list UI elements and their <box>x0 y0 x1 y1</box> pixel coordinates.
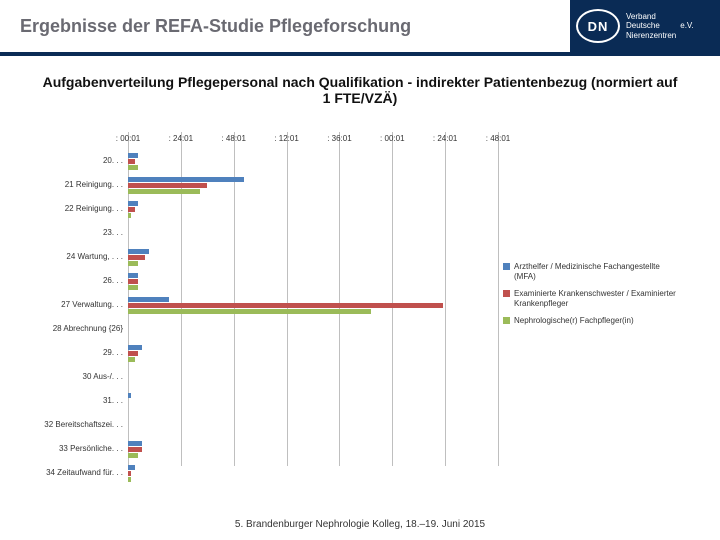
row-label: 33 Persönliche. . . <box>28 445 123 453</box>
bar-group <box>128 438 142 460</box>
row-label: 34 Zeitaufwand für. . . <box>28 469 123 477</box>
bar <box>128 309 371 314</box>
chart-row: 31. . . <box>128 390 498 412</box>
bar <box>128 159 135 164</box>
row-label: 24 Wartung, . . . <box>28 253 123 261</box>
bar <box>128 261 138 266</box>
bar <box>128 477 131 482</box>
legend-swatch <box>503 290 510 297</box>
chart-subtitle: Aufgabenverteilung Pflegepersonal nach Q… <box>40 74 680 106</box>
bar <box>128 273 138 278</box>
row-label: 28 Abrechnung {26} <box>28 325 123 333</box>
x-tick-label: : 48:01 <box>221 134 245 143</box>
row-label: 21 Reinigung. . . <box>28 181 123 189</box>
row-label: 30 Aus-/. . . <box>28 373 123 381</box>
chart-row: 21 Reinigung. . . <box>128 174 498 196</box>
legend-swatch <box>503 317 510 324</box>
bar <box>128 357 135 362</box>
chart-row: 29. . . <box>128 342 498 364</box>
chart-row: 20. . . <box>128 150 498 172</box>
bar <box>128 189 200 194</box>
x-tick-label: : 36:01 <box>327 134 351 143</box>
bar <box>128 183 207 188</box>
row-label: 31. . . <box>28 397 123 405</box>
x-tick-label: : 00:01 <box>380 134 404 143</box>
bar <box>128 447 142 452</box>
chart-row: 34 Zeitaufwand für. . . <box>128 462 498 484</box>
chart-row: 32 Bereitschaftszei. . . <box>128 414 498 436</box>
legend-label: Nephrologische(r) Fachpfleger(in) <box>514 316 634 326</box>
chart-row: 24 Wartung, . . . <box>128 246 498 268</box>
chart-row: 22 Reinigung. . . <box>128 198 498 220</box>
bar <box>128 165 138 170</box>
bar <box>128 441 142 446</box>
legend-label: Arzthelfer / Medizinische Fachangestellt… <box>514 262 678 281</box>
bar <box>128 345 142 350</box>
logo-text: Verband Deutsche Nierenzentren <box>626 12 676 41</box>
row-label: 20. . . <box>28 157 123 165</box>
x-tick-label: : 48:01 <box>486 134 510 143</box>
bar-group <box>128 198 138 220</box>
bar-group <box>128 174 244 196</box>
logo-line-3: Nierenzentren <box>626 31 676 41</box>
bar <box>128 207 135 212</box>
legend-item: Examinierte Krankenschwester / Examinier… <box>503 289 678 308</box>
legend: Arzthelfer / Medizinische Fachangestellt… <box>503 262 678 334</box>
bar <box>128 201 138 206</box>
logo: DN Verband Deutsche Nierenzentren e.V. <box>570 0 720 52</box>
chart: : 00:01 : 24:01 : 48:01 : 12:01 : 36:01 : 00:… <box>28 114 678 474</box>
chart-row: 30 Aus-/. . . <box>128 366 498 388</box>
bar-group <box>128 150 138 172</box>
bar-group <box>128 342 142 364</box>
chart-row: 27 Verwaltung. . . <box>128 294 498 316</box>
bar <box>128 453 138 458</box>
chart-row: 28 Abrechnung {26} <box>128 318 498 340</box>
bar <box>128 153 138 158</box>
row-label: 22 Reinigung. . . <box>28 205 123 213</box>
row-label: 29. . . <box>28 349 123 357</box>
legend-item: Arzthelfer / Medizinische Fachangestellt… <box>503 262 678 281</box>
header-rule <box>0 52 720 56</box>
bar <box>128 285 138 290</box>
row-label: 27 Verwaltung. . . <box>28 301 123 309</box>
bar <box>128 279 138 284</box>
chart-row: 26. . . <box>128 270 498 292</box>
bar <box>128 255 145 260</box>
chart-row: 23. . . <box>128 222 498 244</box>
bar-group <box>128 390 131 412</box>
chart-row: 33 Persönliche. . . <box>128 438 498 460</box>
bar <box>128 303 443 308</box>
bar <box>128 351 138 356</box>
bar <box>128 393 131 398</box>
bar <box>128 297 169 302</box>
page-title: Ergebnisse der REFA-Studie Pflegeforschu… <box>0 16 411 37</box>
x-tick-label: : 24:01 <box>433 134 457 143</box>
bar <box>128 177 244 182</box>
legend-label: Examinierte Krankenschwester / Examinier… <box>514 289 678 308</box>
logo-line-1: Verband <box>626 12 676 22</box>
footer: 5. Brandenburger Nephrologie Kolleg, 18.… <box>0 519 720 530</box>
row-label: 26. . . <box>28 277 123 285</box>
bar-group <box>128 294 443 316</box>
x-tick-label: : 12:01 <box>274 134 298 143</box>
bar <box>128 249 149 254</box>
grid-line <box>498 132 499 466</box>
bar <box>128 471 131 476</box>
logo-ev: e.V. <box>680 21 694 31</box>
bar-group <box>128 246 149 268</box>
logo-oval: DN <box>576 9 620 43</box>
bar-group <box>128 270 138 292</box>
x-tick-label: : 24:01 <box>169 134 193 143</box>
legend-item: Nephrologische(r) Fachpfleger(in) <box>503 316 678 326</box>
bar-group <box>128 462 135 484</box>
row-label: 23. . . <box>28 229 123 237</box>
x-tick-label: : 00:01 <box>116 134 140 143</box>
logo-line-2: Deutsche <box>626 21 676 31</box>
header: Ergebnisse der REFA-Studie Pflegeforschu… <box>0 0 720 52</box>
plot-area: : 00:01: 24:01: 48:01: 12:01: 36:01: 00:… <box>128 132 498 466</box>
bar <box>128 213 131 218</box>
row-label: 32 Bereitschaftszei. . . <box>28 421 123 429</box>
legend-swatch <box>503 263 510 270</box>
bar <box>128 465 135 470</box>
